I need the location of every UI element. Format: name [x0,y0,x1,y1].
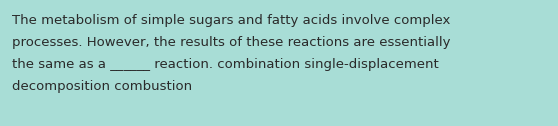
Text: the same as a ______ reaction. combination single-displacement: the same as a ______ reaction. combinati… [12,58,439,71]
Text: The metabolism of simple sugars and fatty acids involve complex: The metabolism of simple sugars and fatt… [12,14,450,27]
Text: processes. However, the results of these reactions are essentially: processes. However, the results of these… [12,36,450,49]
Text: decomposition combustion: decomposition combustion [12,80,192,93]
